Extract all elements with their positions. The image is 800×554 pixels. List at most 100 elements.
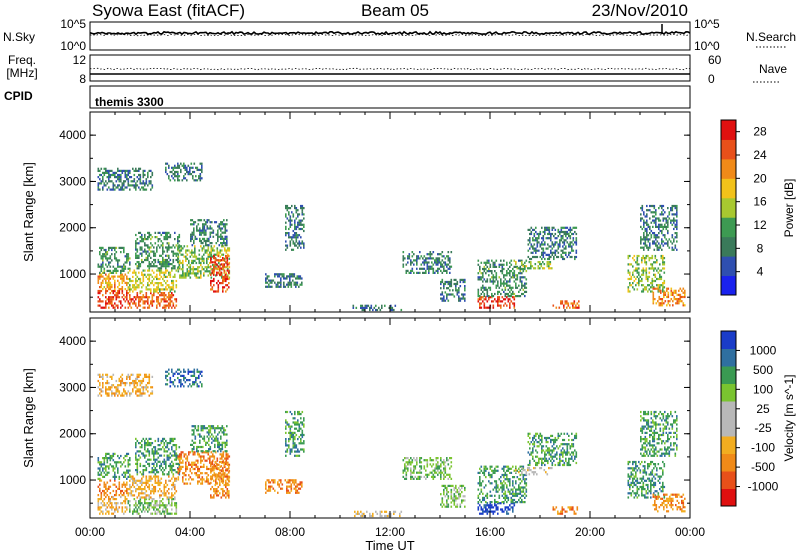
velocity-data-cell — [103, 463, 106, 466]
velocity-data-cell — [141, 502, 143, 505]
power-data-cell — [553, 255, 555, 259]
power-data-cell — [204, 251, 207, 254]
power-data-cell — [638, 263, 640, 266]
power-data-cell — [188, 272, 190, 275]
power-data-cell — [673, 204, 675, 208]
power-data-cell — [449, 261, 451, 264]
power-data-cell — [223, 225, 225, 228]
power-data-cell — [299, 275, 302, 278]
power-data-cell — [655, 225, 657, 228]
velocity-data-cell — [102, 475, 104, 478]
velocity-data-cell — [100, 479, 103, 482]
power-data-cell — [214, 259, 217, 262]
power-data-cell — [636, 271, 639, 274]
power-data-cell — [216, 259, 218, 262]
velocity-data-cell — [138, 512, 140, 515]
power-data-cell — [662, 288, 664, 291]
velocity-data-cell — [154, 512, 157, 515]
power-data-cell — [112, 171, 115, 174]
power-data-cell — [548, 226, 551, 229]
power-data-cell — [109, 246, 112, 249]
power-data-cell — [138, 169, 140, 172]
velocity-data-cell — [120, 461, 122, 464]
velocity-data-cell — [218, 463, 220, 466]
power-data-cell — [443, 265, 445, 268]
power-data-cell — [142, 176, 145, 179]
power-data-cell — [115, 176, 118, 179]
velocity-data-cell — [301, 483, 303, 486]
power-data-cell — [437, 271, 439, 274]
power-data-cell — [121, 265, 124, 268]
power-data-cell — [550, 235, 552, 238]
power-data-cell — [195, 255, 198, 258]
velocity-data-cell — [148, 437, 151, 440]
power-data-cell — [127, 282, 130, 285]
velocity-data-cell — [121, 463, 124, 466]
power-data-cell — [139, 178, 142, 181]
power-data-cell — [115, 171, 118, 174]
power-data-cell — [491, 300, 493, 303]
velocity-data-cell — [292, 438, 295, 441]
power-data-cell — [165, 168, 167, 171]
power-data-cell — [172, 302, 175, 305]
power-data-cell — [135, 184, 137, 187]
power-data-cell — [166, 288, 169, 291]
velocity-data-cell — [185, 465, 187, 468]
power-data-cell — [537, 265, 540, 268]
power-data-cell — [172, 275, 175, 278]
power-data-cell — [450, 265, 453, 268]
power-data-cell — [572, 243, 575, 246]
power-data-cell — [183, 276, 186, 279]
power-data-cell — [148, 296, 151, 299]
power-data-cell — [501, 300, 504, 303]
power-data-cell — [103, 267, 106, 270]
power-data-cell — [191, 223, 194, 226]
power-data-cell — [656, 259, 658, 262]
velocity-data-cell — [214, 465, 217, 468]
velocity-data-cell — [225, 469, 227, 472]
velocity-data-cell — [136, 504, 139, 507]
power-data-cell — [649, 217, 651, 220]
power-data-cell — [215, 274, 217, 277]
power-data-cell — [117, 176, 119, 179]
velocity-data-cell — [139, 502, 142, 505]
power-data-cell — [636, 254, 639, 258]
power-data-cell — [391, 306, 394, 309]
power-data-cell — [560, 226, 563, 229]
velocity-data-cell — [405, 457, 408, 460]
velocity-data-cell — [150, 475, 152, 478]
velocity-data-cell — [153, 450, 155, 453]
power-data-cell — [458, 291, 460, 294]
power-data-cell — [504, 286, 507, 289]
power-colorbar-tick-label: 8 — [757, 241, 764, 255]
noise-right-tick-top: 10^5 — [694, 17, 720, 31]
power-data-cell — [659, 229, 662, 233]
power-data-cell — [556, 241, 558, 244]
velocity-data-cell — [160, 464, 163, 468]
power-data-cell — [645, 263, 648, 266]
velocity-data-cell — [180, 461, 183, 464]
power-data-cell — [479, 276, 481, 279]
power-data-cell — [144, 306, 146, 309]
power-data-cell — [274, 281, 276, 284]
power-data-cell — [156, 290, 158, 293]
power-data-cell — [410, 269, 412, 272]
power-data-cell — [497, 298, 499, 301]
velocity-data-cell — [293, 483, 296, 486]
velocity-data-cell — [200, 435, 203, 438]
velocity-data-cell — [288, 423, 290, 426]
velocity-data-cell — [289, 438, 292, 441]
velocity-data-cell — [124, 510, 127, 513]
power-data-cell — [360, 304, 362, 307]
power-data-cell — [174, 265, 176, 268]
power-data-cell — [177, 253, 180, 256]
power-data-cell — [440, 265, 442, 268]
power-data-cell — [495, 300, 498, 303]
power-data-cell — [281, 275, 284, 278]
velocity-data-cell — [106, 461, 109, 464]
power-data-cell — [211, 279, 214, 283]
velocity-data-cell — [141, 490, 143, 493]
power-data-cell — [506, 272, 508, 275]
power-data-cell — [285, 225, 287, 228]
